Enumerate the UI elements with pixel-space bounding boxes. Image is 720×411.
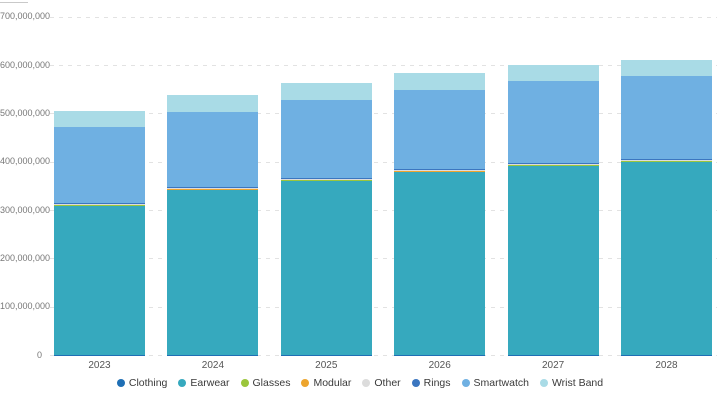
bar-segment-earwear-2025[interactable] — [280, 180, 372, 355]
legend: Clothing Earwear Glasses Modular Other Rings S… — [0, 374, 720, 392]
gridline — [50, 113, 717, 115]
legend-item-other[interactable]: Other — [362, 377, 401, 389]
gridline — [50, 258, 717, 260]
legend-label: Earwear — [190, 377, 230, 389]
bar-segment-earwear-2023[interactable] — [54, 205, 145, 355]
bar-segment-smartwatch-2024[interactable] — [167, 112, 259, 188]
legend-item-smartwatch[interactable]: Smartwatch — [461, 377, 529, 389]
legend-dot-icon — [411, 379, 420, 387]
legend-label: Rings — [423, 377, 451, 389]
gridline — [50, 306, 717, 308]
y-axis-label: 500,000,000 — [0, 107, 51, 118]
legend-item-earwear[interactable]: Earwear — [178, 377, 230, 389]
legend-item-rings[interactable]: Rings — [411, 377, 451, 389]
bar-segment-wrist-band-2023[interactable] — [54, 110, 145, 127]
legend-item-wrist-band[interactable]: Wrist Band — [539, 377, 604, 389]
y-axis-label: 700,000,000 — [0, 11, 51, 22]
bar-2025 — [280, 0, 372, 355]
bar-segment-glasses-2024[interactable] — [167, 188, 259, 191]
bar-segment-rings-2026[interactable] — [394, 169, 486, 171]
bar-segment-glasses-2027[interactable] — [507, 164, 599, 167]
y-axis-label: 600,000,000 — [0, 59, 51, 70]
legend-label: Other — [374, 377, 401, 389]
bar-segment-rings-2027[interactable] — [507, 163, 599, 165]
bar-segment-earwear-2026[interactable] — [394, 172, 486, 355]
bar-segment-earwear-2024[interactable] — [167, 190, 259, 355]
x-axis-label-2023: 2023 — [88, 360, 111, 371]
y-axis-label: 0 — [36, 349, 42, 360]
y-axis-label: 300,000,000 — [0, 204, 51, 215]
x-axis-label-2028: 2028 — [655, 360, 678, 371]
x-axis-label-2025: 2025 — [315, 360, 338, 371]
bar-segment-glasses-2028[interactable] — [621, 160, 712, 162]
bar-2026 — [394, 0, 486, 355]
bar-segment-smartwatch-2027[interactable] — [507, 80, 599, 164]
legend-label: Modular — [313, 377, 352, 389]
bar-segment-rings-2023[interactable] — [54, 202, 145, 204]
legend-label: Smartwatch — [473, 377, 529, 389]
legend-dot-icon — [362, 379, 371, 387]
bar-segment-wrist-band-2025[interactable] — [280, 83, 372, 100]
bar-segment-earwear-2028[interactable] — [621, 161, 712, 355]
y-axis-label: 100,000,000 — [0, 301, 51, 312]
bar-segment-smartwatch-2023[interactable] — [54, 126, 145, 203]
bar-2024 — [167, 0, 259, 355]
legend-dot-icon — [539, 379, 548, 387]
bar-segment-earwear-2027[interactable] — [507, 166, 599, 355]
gridline — [50, 16, 717, 18]
legend-item-clothing[interactable]: Clothing — [116, 377, 168, 389]
legend-dot-icon — [301, 379, 310, 387]
bar-segment-rings-2024[interactable] — [167, 187, 259, 189]
bar-segment-rings-2028[interactable] — [621, 158, 712, 160]
bar-2027 — [507, 0, 599, 355]
bar-segment-rings-2025[interactable] — [280, 177, 372, 179]
bar-2028 — [621, 0, 712, 355]
legend-dot-icon — [116, 379, 125, 387]
container-border-fragment — [0, 2, 28, 3]
x-axis-label-2024: 2024 — [201, 360, 225, 371]
bar-segment-smartwatch-2025[interactable] — [280, 99, 372, 178]
gridline — [50, 210, 717, 211]
x-axis-label-2026: 2026 — [428, 360, 451, 371]
y-axis-label: 200,000,000 — [0, 252, 51, 263]
legend-label: Clothing — [128, 377, 168, 389]
bar-segment-smartwatch-2028[interactable] — [621, 75, 712, 159]
bar-segment-wrist-band-2024[interactable] — [167, 95, 259, 113]
legend-item-glasses[interactable]: Glasses — [240, 377, 291, 389]
bar-segment-wrist-band-2026[interactable] — [394, 73, 486, 90]
bar-2023 — [54, 0, 145, 355]
legend-dot-icon — [240, 379, 249, 387]
bar-segment-glasses-2026[interactable] — [394, 170, 486, 173]
bar-segment-smartwatch-2026[interactable] — [394, 89, 486, 170]
legend-label: Wrist Band — [551, 377, 604, 389]
legend-label: Glasses — [252, 377, 291, 389]
legend-dot-icon — [178, 379, 187, 387]
gridline — [50, 65, 717, 67]
legend-dot-icon — [461, 379, 470, 387]
x-axis-label-2027: 2027 — [541, 360, 565, 371]
bar-segment-glasses-2023[interactable] — [54, 204, 145, 206]
bar-segment-glasses-2025[interactable] — [280, 179, 372, 181]
bar-segment-wrist-band-2028[interactable] — [621, 60, 712, 76]
bar-segment-wrist-band-2027[interactable] — [507, 65, 599, 81]
gridline — [50, 161, 717, 163]
gridline — [50, 355, 717, 356]
y-axis-label: 400,000,000 — [0, 156, 51, 167]
legend-item-modular[interactable]: Modular — [301, 377, 351, 389]
